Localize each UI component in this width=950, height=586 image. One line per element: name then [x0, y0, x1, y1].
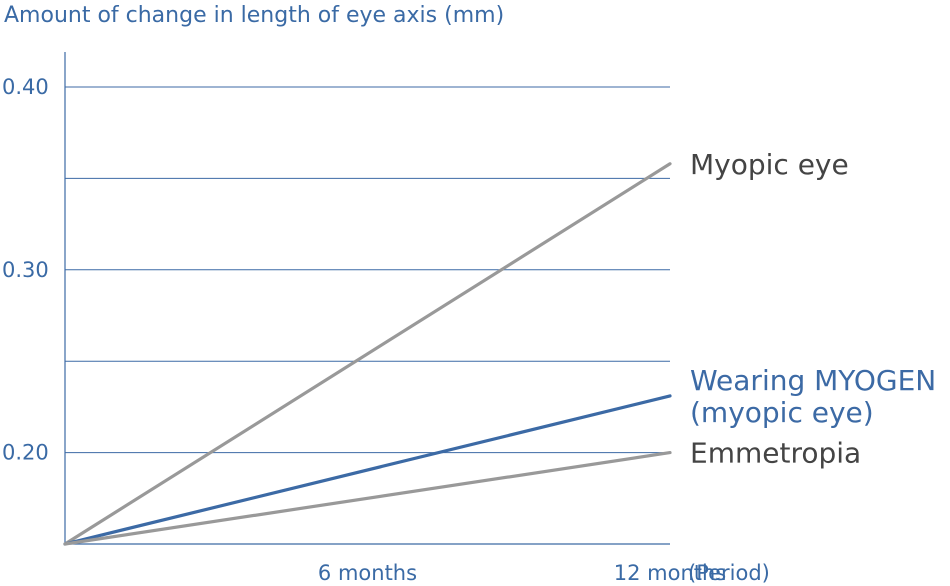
series-line — [63, 162, 672, 546]
series-label: (myopic eye) — [690, 396, 874, 429]
series-label: Myopic eye — [690, 148, 849, 181]
y-ticks: 0.40 0.30 0.20 — [2, 75, 49, 465]
y-tick-label: 0.30 — [2, 258, 49, 282]
x-axis-label: (Period) — [688, 561, 770, 585]
series-line — [63, 394, 672, 546]
y-axis-label: Amount of change in length of eye axis (… — [4, 3, 504, 28]
x-ticks: 6 months 12 months — [318, 561, 726, 585]
x-tick-label: 6 months — [318, 561, 417, 585]
y-tick-label: 0.20 — [2, 441, 49, 465]
gridlines — [65, 86, 670, 454]
series-label: Wearing MYOGEN — [690, 364, 936, 397]
series-line — [63, 451, 672, 546]
series-labels: Myopic eye Wearing MYOGEN(myopic eye) Emme… — [690, 148, 936, 470]
y-tick-label: 0.40 — [2, 75, 49, 99]
series-lines — [63, 162, 672, 546]
series-label: Emmetropia — [690, 437, 861, 470]
x-tick-label: 12 months — [614, 561, 727, 585]
